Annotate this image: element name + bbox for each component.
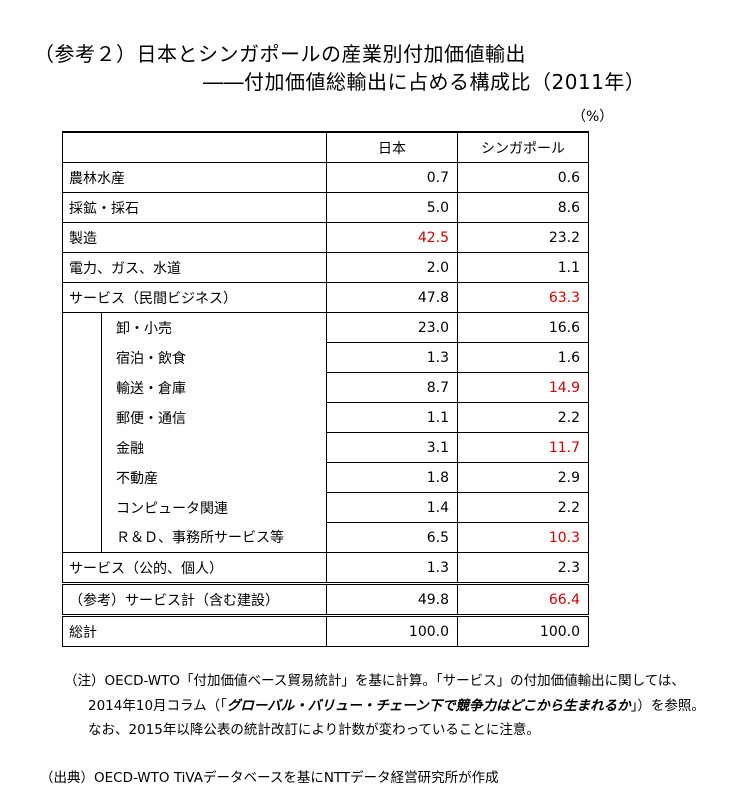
table-row: 金融 3.1 11.7: [62, 432, 589, 463]
table-row: 不動産 1.8 2.9: [62, 462, 589, 493]
row-label: 輸送・倉庫: [116, 380, 186, 397]
export-share-table: 日本 シンガポール 農林水産 0.7 0.6 採鉱・採石 5.0 8.6 製造 42.5 23.…: [62, 131, 589, 647]
row-label-cell: 不動産: [62, 462, 327, 493]
singapore-value: 11.7: [457, 432, 589, 463]
singapore-value: 2.3: [457, 552, 589, 584]
table-row: 採鉱・採石 5.0 8.6: [62, 192, 589, 223]
note-column-title: グローバル・バリュー・チェーン下で競争力はどこから生まれるか: [226, 698, 631, 714]
header-japan: 日本: [326, 131, 458, 163]
japan-value: 3.1: [326, 432, 458, 463]
row-label: 卸・小売: [116, 320, 172, 337]
singapore-value: 0.6: [457, 162, 589, 193]
table-row: コンピュータ関連 1.4 2.2: [62, 492, 589, 523]
singapore-value: 63.3: [457, 282, 589, 313]
singapore-value: 16.6: [457, 312, 589, 343]
row-label-cell: 金融: [62, 432, 327, 463]
note-line2-post: 」）を参照。: [630, 698, 705, 714]
table-row: サービス（民間ビジネス） 47.8 63.3: [62, 282, 589, 313]
title-line2: ――付加価値総輸出に占める構成比（2011年）: [203, 70, 646, 94]
singapore-value: 1.1: [457, 252, 589, 283]
row-label: 金融: [116, 440, 144, 457]
singapore-value: 2.2: [457, 492, 589, 523]
row-label: 宿泊・飲食: [116, 350, 186, 367]
japan-value: 42.5: [326, 222, 458, 253]
row-label: 不動産: [116, 470, 158, 487]
row-label: 製造: [62, 222, 327, 253]
singapore-value: 1.6: [457, 342, 589, 373]
japan-value: 2.0: [326, 252, 458, 283]
table-row: 卸・小売 23.0 16.6: [62, 312, 589, 343]
indent-spacer: [63, 342, 102, 373]
source-note: （出典）OECD-WTO TiVAデータベースを基にNTTデータ経営研究所が作成: [40, 770, 499, 786]
table-row: 輸送・倉庫 8.7 14.9: [62, 372, 589, 403]
japan-value: 0.7: [326, 162, 458, 193]
japan-value: 1.3: [326, 342, 458, 373]
header-blank-cell: [62, 131, 327, 163]
indent-spacer: [63, 492, 102, 523]
table-row: 製造 42.5 23.2: [62, 222, 589, 253]
row-label: 電力、ガス、水道: [62, 252, 327, 283]
row-label: 農林水産: [62, 162, 327, 193]
japan-value: 23.0: [326, 312, 458, 343]
indent-spacer: [63, 432, 102, 463]
note-line3: なお、2015年以降公表の統計改訂により計数が変わっていることに注意。: [88, 722, 540, 738]
row-label: （参考）サービス計（含む建設）: [62, 582, 327, 617]
title-line1: （参考２）日本とシンガポールの産業別付加価値輸出: [34, 42, 526, 66]
table-row: （参考）サービス計（含む建設） 49.8 66.4: [62, 582, 589, 617]
row-label-cell: 郵便・通信: [62, 402, 327, 433]
indent-spacer: [63, 402, 102, 433]
unit-label: （%）: [572, 109, 614, 125]
indent-spacer: [63, 462, 102, 493]
note-line1: （注）OECD-WTO「付加価値ベース貿易統計」を基に計算。「サービス」の付加価…: [64, 673, 685, 689]
row-label: 郵便・通信: [116, 410, 186, 427]
header-singapore: シンガポール: [457, 131, 589, 163]
japan-value: 100.0: [326, 615, 458, 647]
table-row: 宿泊・飲食 1.3 1.6: [62, 342, 589, 373]
singapore-value: 23.2: [457, 222, 589, 253]
note-line2-pre: 2014年10月コラム（「: [88, 698, 227, 714]
japan-value: 49.8: [326, 582, 458, 617]
row-label: 総計: [62, 615, 327, 647]
singapore-value: 100.0: [457, 615, 589, 647]
singapore-value: 10.3: [457, 522, 589, 553]
singapore-value: 8.6: [457, 192, 589, 223]
row-label: コンピュータ関連: [116, 500, 228, 517]
japan-value: 1.3: [326, 552, 458, 584]
singapore-value: 14.9: [457, 372, 589, 403]
singapore-value: 2.2: [457, 402, 589, 433]
indent-spacer: [63, 313, 102, 343]
table-row: 総計 100.0 100.0: [62, 615, 589, 647]
row-label: サービス（民間ビジネス）: [62, 282, 327, 313]
table-row: Ｒ＆Ｄ、事務所サービス等 6.5 10.3: [62, 522, 589, 553]
row-label-cell: 輸送・倉庫: [62, 372, 327, 403]
row-label: Ｒ＆Ｄ、事務所サービス等: [116, 530, 284, 547]
row-label: 採鉱・採石: [62, 192, 327, 223]
japan-value: 8.7: [326, 372, 458, 403]
singapore-value: 2.9: [457, 462, 589, 493]
row-label-cell: Ｒ＆Ｄ、事務所サービス等: [62, 522, 327, 553]
table-row: 郵便・通信 1.1 2.2: [62, 402, 589, 433]
row-label: サービス（公的、個人）: [62, 552, 327, 584]
japan-value: 6.5: [326, 522, 458, 553]
table-row: サービス（公的、個人） 1.3 2.3: [62, 552, 589, 584]
japan-value: 47.8: [326, 282, 458, 313]
row-label-cell: 卸・小売: [62, 312, 327, 343]
header-row: 日本 シンガポール: [62, 131, 589, 163]
indent-spacer: [63, 522, 102, 552]
table-row: 電力、ガス、水道 2.0 1.1: [62, 252, 589, 283]
japan-value: 5.0: [326, 192, 458, 223]
singapore-value: 66.4: [457, 582, 589, 617]
indent-spacer: [63, 372, 102, 403]
note-line2: 2014年10月コラム（「グローバル・バリュー・チェーン下で競争力はどこから生ま…: [88, 694, 705, 714]
japan-value: 1.8: [326, 462, 458, 493]
japan-value: 1.4: [326, 492, 458, 523]
row-label-cell: 宿泊・飲食: [62, 342, 327, 373]
row-label-cell: コンピュータ関連: [62, 492, 327, 523]
table-row: 農林水産 0.7 0.6: [62, 162, 589, 193]
japan-value: 1.1: [326, 402, 458, 433]
